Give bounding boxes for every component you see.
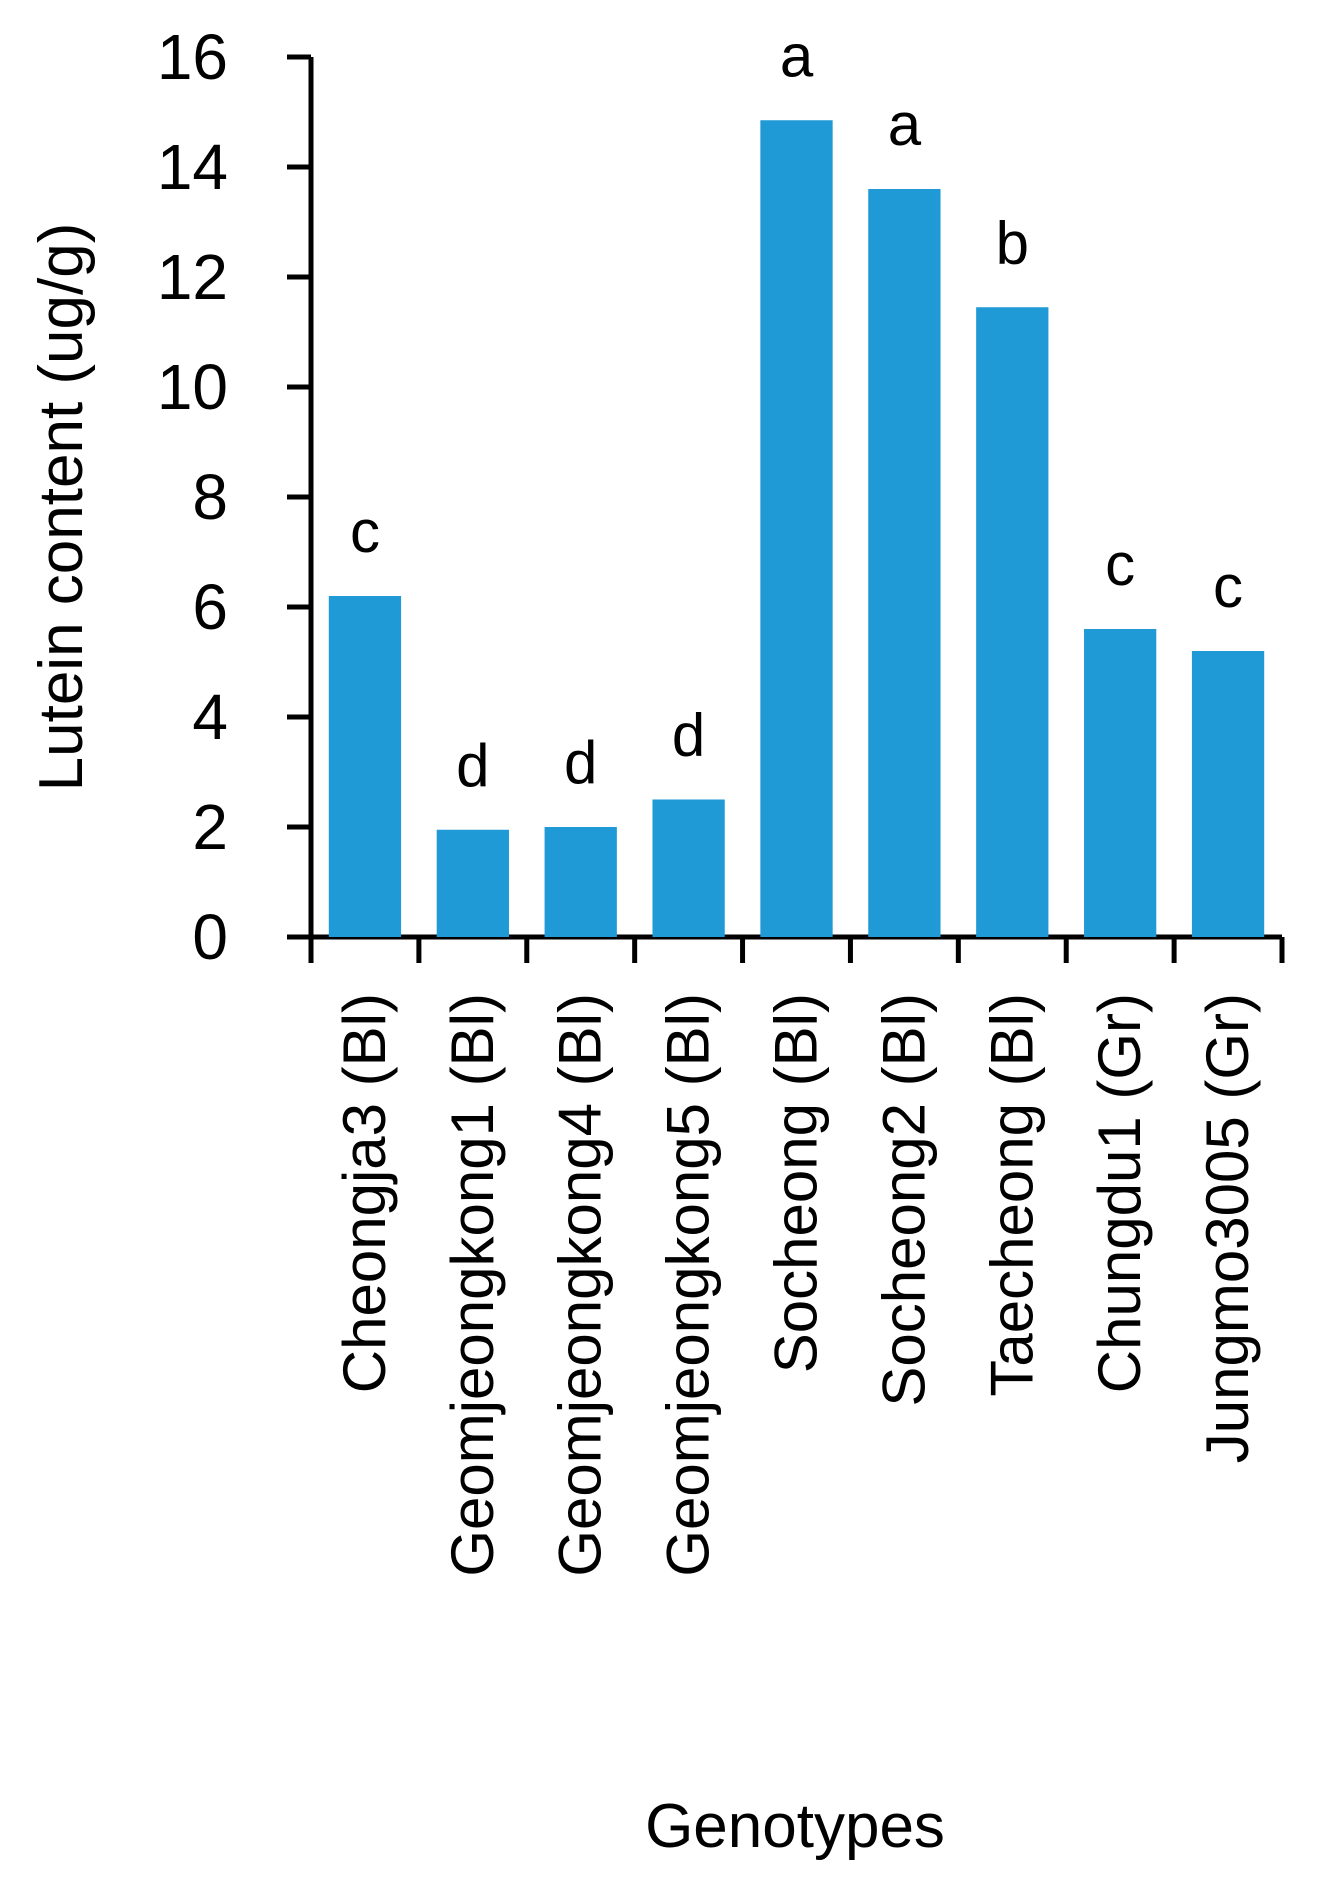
bar [544, 827, 617, 937]
bar [868, 189, 941, 937]
y-tick-label: 2 [192, 791, 228, 863]
significance-letter: c [350, 498, 380, 565]
category-label: Geomjeongkong1 (Bl) [439, 993, 506, 1577]
y-tick-label: 16 [157, 21, 228, 93]
y-tick-label: 0 [192, 901, 228, 973]
y-tick-label: 12 [157, 241, 228, 313]
significance-letter: a [888, 91, 922, 158]
bars [328, 120, 1265, 937]
category-label: Geomjeongkong4 (Bl) [547, 993, 614, 1577]
significance-letter: a [780, 22, 814, 89]
y-tick-label: 8 [192, 461, 228, 533]
significance-letter: d [672, 702, 705, 769]
category-label: Geomjeongkong5 (Bl) [655, 993, 722, 1577]
bar [1191, 651, 1265, 937]
category-label: Chungdu1 (Gr) [1086, 993, 1153, 1393]
bar [652, 799, 725, 937]
category-label: Cheongja3 (Bl) [331, 993, 398, 1393]
significance-labels: c d d d a a b c c [350, 22, 1243, 799]
category-label: Socheong2 (Bl) [870, 993, 937, 1407]
category-label: Taecheong (Bl) [978, 993, 1045, 1397]
significance-letter: b [996, 209, 1029, 276]
y-tick-label: 6 [192, 571, 228, 643]
bar [760, 120, 833, 937]
bar [436, 829, 509, 937]
significance-letter: d [564, 729, 597, 796]
significance-letter: c [1105, 531, 1135, 598]
bar [328, 596, 402, 937]
y-tick-label: 10 [157, 351, 228, 423]
bar [976, 307, 1049, 937]
y-tick-label: 4 [192, 681, 228, 753]
significance-letter: c [1213, 553, 1243, 620]
y-axis-ticks: 0 2 4 6 8 10 12 14 16 [157, 21, 311, 973]
bar [1084, 629, 1157, 937]
x-axis-title: Genotypes [645, 1792, 945, 1861]
category-labels: Cheongja3 (Bl) Geomjeongkong1 (Bl) Geomjeo… [331, 993, 1261, 1577]
y-tick-label: 14 [157, 131, 228, 203]
significance-letter: d [456, 732, 489, 799]
y-axis-title: Lutein content (ug/g) [27, 223, 96, 792]
category-label: Jungmo3005 (Gr) [1194, 993, 1261, 1463]
category-label: Socheong (Bl) [763, 993, 830, 1373]
